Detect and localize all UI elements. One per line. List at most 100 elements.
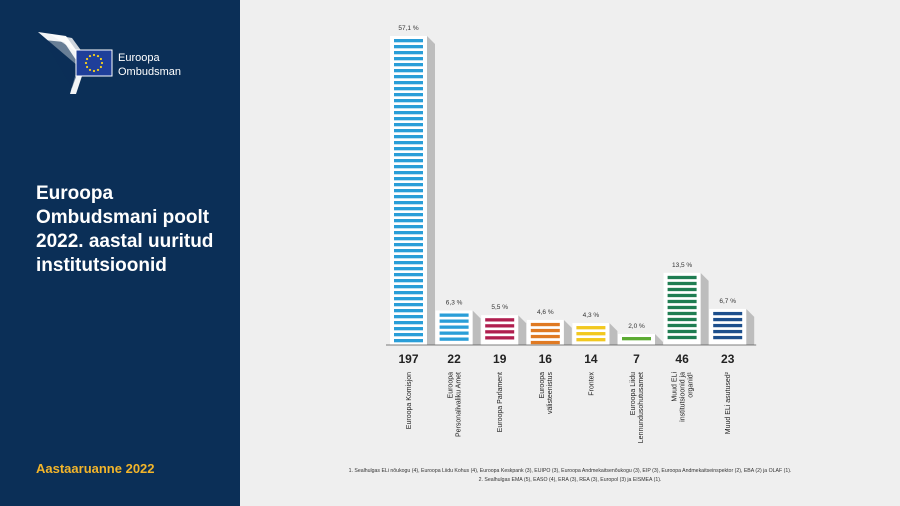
category-label: Muud ELi bbox=[672, 372, 679, 402]
bar-stripe bbox=[394, 51, 423, 55]
bar-stripe bbox=[394, 231, 423, 235]
bar-stripe bbox=[394, 321, 423, 325]
bar-stripe bbox=[394, 189, 423, 193]
bar-stripe bbox=[394, 291, 423, 295]
bar-stripe bbox=[394, 57, 423, 61]
bar-stripe bbox=[394, 165, 423, 169]
bar-stripe bbox=[394, 99, 423, 103]
bar-stripe bbox=[394, 159, 423, 163]
bar-stripe bbox=[667, 275, 697, 280]
flag-star-icon bbox=[99, 57, 103, 61]
flag-star-icon bbox=[85, 57, 89, 61]
bar-stripe bbox=[576, 326, 606, 330]
footnotes: 1. Sealhulgas ELi nõukogu (4), Euroopa L… bbox=[240, 467, 900, 485]
flag-star-icon bbox=[96, 68, 100, 72]
bar-stripe bbox=[394, 87, 423, 91]
bar-stripe bbox=[394, 339, 423, 343]
bar-stripe bbox=[713, 323, 743, 328]
value-label: 19 bbox=[493, 352, 507, 366]
category-label: Frontex bbox=[588, 372, 595, 396]
bar-shadow bbox=[700, 272, 709, 345]
bar-shadow bbox=[563, 319, 572, 345]
bar-stripe bbox=[485, 336, 515, 340]
bar-shadow bbox=[427, 36, 435, 345]
page-title: Euroopa Ombudsmani poolt 2022. aastal uu… bbox=[36, 183, 214, 276]
flag-star-icon bbox=[96, 54, 100, 58]
bar-stripe bbox=[530, 328, 560, 333]
bar-stripe bbox=[394, 225, 423, 229]
bar-stripe bbox=[394, 297, 423, 301]
bar-stripe bbox=[394, 255, 423, 259]
bar-stripe bbox=[394, 213, 423, 217]
bar-stripe bbox=[394, 207, 423, 211]
percent-label: 57,1 % bbox=[398, 25, 418, 32]
flag-star-icon bbox=[88, 68, 92, 72]
bar-stripe bbox=[394, 249, 423, 253]
bar-stripe bbox=[394, 267, 423, 271]
bar-stripe bbox=[394, 111, 423, 115]
bar-stripe bbox=[713, 311, 743, 316]
bar-stripe bbox=[394, 303, 423, 307]
bar-stripe bbox=[394, 69, 423, 73]
bar-stripe bbox=[667, 323, 697, 328]
bar-stripe bbox=[394, 105, 423, 109]
bar-stripe bbox=[439, 331, 469, 335]
category-label: institutsioonid ja bbox=[680, 372, 687, 422]
bar-stripe bbox=[394, 45, 423, 49]
bar-stripe bbox=[394, 261, 423, 265]
category-label: Lennundusohutusamet bbox=[638, 372, 645, 443]
bar-stripe bbox=[713, 317, 743, 322]
percent-label: 5,5 % bbox=[491, 304, 508, 311]
bar-stripe bbox=[394, 333, 423, 337]
bar-stripe bbox=[576, 338, 606, 342]
bar-stripe bbox=[394, 273, 423, 277]
bar-stripe bbox=[485, 324, 515, 328]
bar-stripe bbox=[439, 325, 469, 329]
value-label: 7 bbox=[633, 352, 640, 366]
bar-shadow bbox=[655, 334, 663, 345]
bar-stripe bbox=[485, 330, 515, 334]
bar-stripe bbox=[394, 123, 423, 127]
bar-shadow bbox=[609, 323, 618, 345]
percent-label: 13,5 % bbox=[672, 262, 692, 269]
bar-stripe bbox=[394, 153, 423, 157]
bar-stripe bbox=[667, 305, 697, 310]
bar-stripe bbox=[667, 329, 697, 334]
bar-stripe bbox=[394, 135, 423, 139]
report-label: Aastaaruanne 2022 bbox=[36, 461, 155, 476]
bar-stripe bbox=[394, 195, 423, 199]
bar-stripe bbox=[394, 171, 423, 175]
bar-stripe bbox=[394, 201, 423, 205]
percent-label: 6,3 % bbox=[446, 299, 463, 306]
bar-stripe bbox=[394, 75, 423, 79]
bar-stripe bbox=[394, 279, 423, 283]
bar-stripe bbox=[667, 281, 697, 286]
bar-stripe bbox=[394, 327, 423, 331]
bar-stripe bbox=[622, 337, 651, 341]
category-label: Muud ELi asutused² bbox=[725, 371, 732, 434]
flag-star-icon bbox=[99, 65, 103, 69]
flag-star-icon bbox=[88, 54, 92, 58]
bar-stripe bbox=[439, 337, 469, 341]
logo-line-1: Euroopa bbox=[118, 52, 160, 64]
value-label: 23 bbox=[721, 352, 735, 366]
value-label: 197 bbox=[398, 352, 418, 366]
ombudsman-logo bbox=[38, 32, 113, 94]
bar-stripe bbox=[667, 287, 697, 292]
category-label: Euroopa bbox=[539, 372, 546, 399]
bar-stripe bbox=[394, 39, 423, 43]
logo-line-2: Ombudsman bbox=[118, 66, 181, 78]
bar-stripe bbox=[530, 322, 560, 327]
category-label: Euroopa Komisjon bbox=[406, 372, 413, 429]
bar-stripe bbox=[394, 237, 423, 241]
value-label: 16 bbox=[539, 352, 553, 366]
category-label: organid¹ bbox=[688, 371, 695, 397]
bar-stripe bbox=[394, 309, 423, 313]
bar-stripe bbox=[394, 315, 423, 319]
sidebar: Euroopa Ombudsman Euroopa Ombudsmani poo… bbox=[0, 0, 240, 506]
value-label: 14 bbox=[584, 352, 598, 366]
bar-stripe bbox=[394, 147, 423, 151]
footnote-2: 2. Sealhulgas EMA (5), EASO (4), ERA (3)… bbox=[478, 477, 662, 483]
flag-star-icon bbox=[92, 53, 96, 57]
